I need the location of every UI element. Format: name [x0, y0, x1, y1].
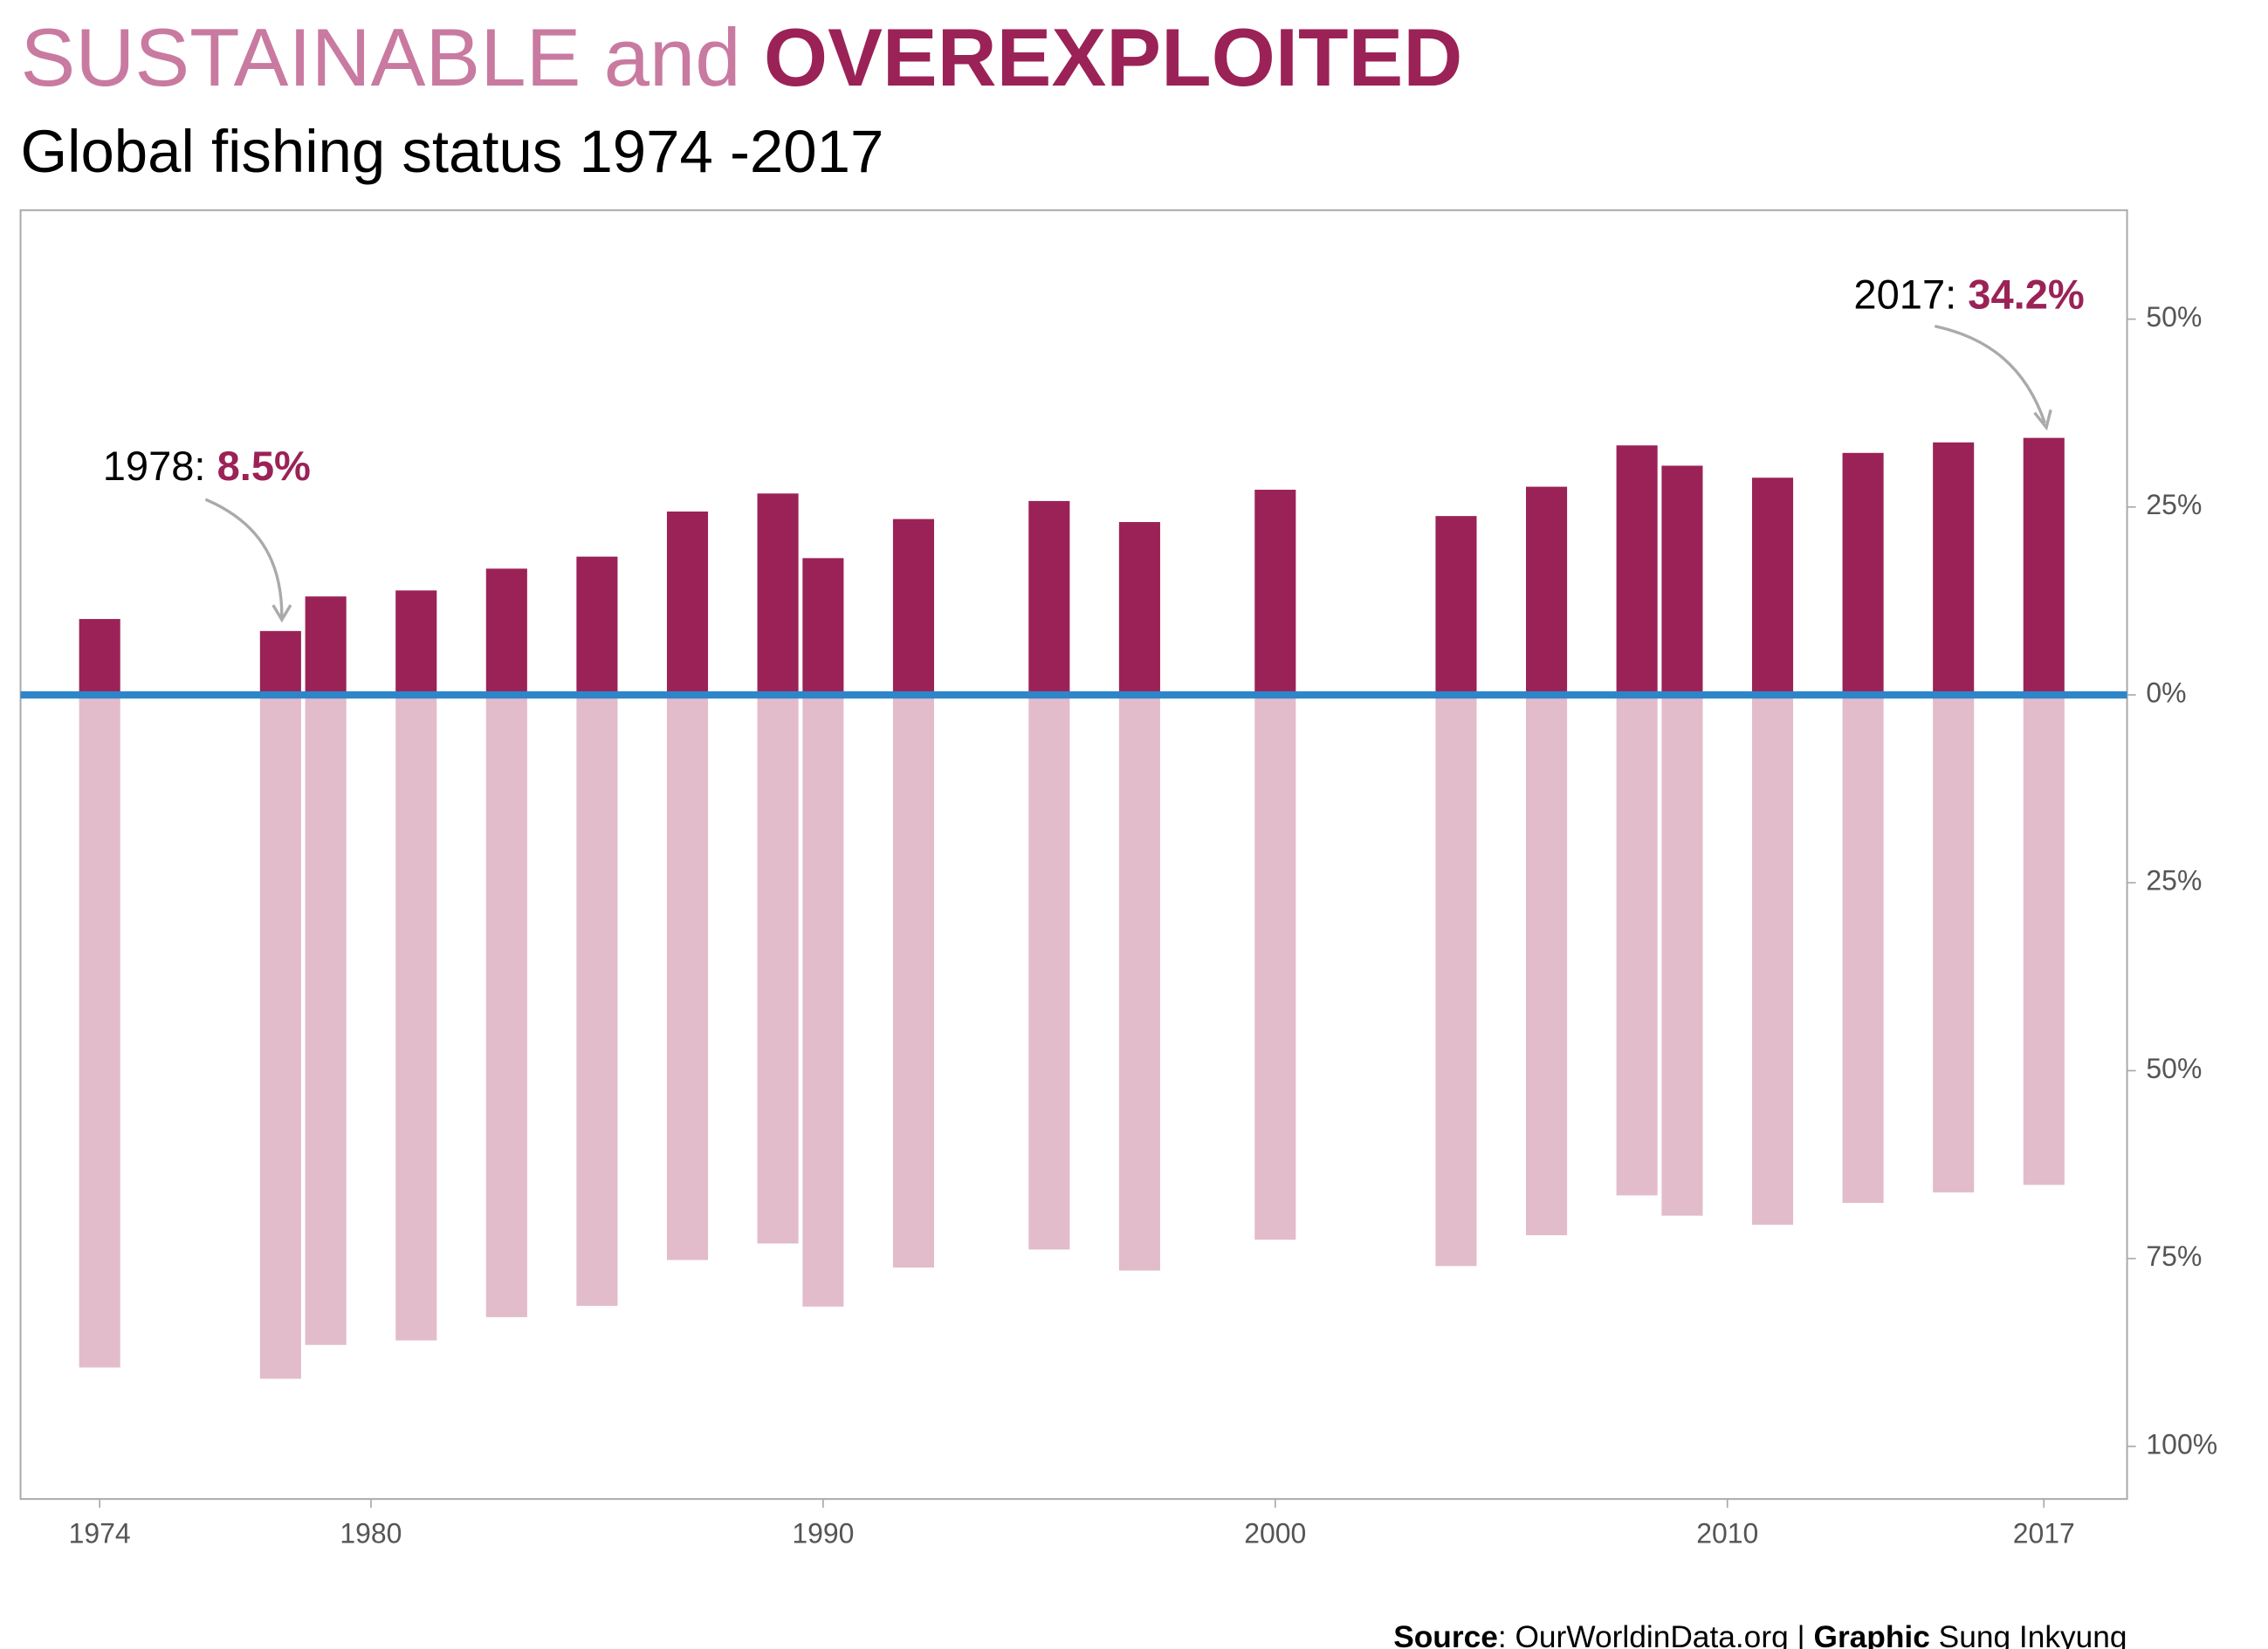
- bar-overexploited: [1118, 522, 1160, 696]
- bar-sustainable: [1933, 695, 1975, 1192]
- bar-sustainable: [485, 695, 527, 1317]
- bar-overexploited: [259, 630, 301, 696]
- annotation-arrow: [204, 498, 284, 617]
- annotation-value: 34.2%: [1968, 271, 2085, 317]
- bar-overexploited: [1661, 465, 1703, 696]
- bar-overexploited: [1842, 452, 1884, 696]
- bar-sustainable: [802, 695, 844, 1307]
- annotation-arrowhead: [2033, 409, 2052, 431]
- bar-sustainable: [1526, 695, 1568, 1236]
- bar-sustainable: [1435, 695, 1477, 1267]
- annotation-arrowhead: [271, 604, 292, 623]
- y-tick-label: 0%: [2146, 677, 2186, 708]
- x-tick-label: 1990: [792, 1518, 854, 1549]
- bar-overexploited: [1616, 445, 1658, 696]
- title-part: and: [604, 11, 741, 103]
- x-tick-label: 2000: [1244, 1518, 1306, 1549]
- annotation-year: 2017:: [1853, 271, 1956, 317]
- source-note: Source: OurWorldinData.org | Graphic Sun…: [1393, 1620, 2127, 1649]
- bar-overexploited: [576, 556, 618, 696]
- bar-overexploited: [892, 519, 934, 696]
- bar-overexploited: [395, 590, 437, 696]
- bar-sustainable: [757, 695, 799, 1244]
- x-tick-label: 1974: [69, 1518, 131, 1549]
- bar-overexploited: [802, 558, 844, 696]
- bar-sustainable: [305, 695, 347, 1345]
- bar-sustainable: [576, 695, 618, 1306]
- title-part: OVEREXPLOITED: [764, 11, 1462, 103]
- x-tick-label: 2017: [2013, 1518, 2075, 1549]
- bar-sustainable: [2023, 695, 2065, 1185]
- bar-overexploited: [1526, 486, 1568, 696]
- y-tick-label: 25%: [2146, 489, 2202, 520]
- bar-sustainable: [666, 695, 709, 1261]
- bar-overexploited: [666, 511, 709, 696]
- bar-overexploited: [757, 493, 799, 696]
- bar-sustainable: [1028, 695, 1070, 1250]
- y-tick-label: 50%: [2146, 1053, 2202, 1084]
- annotation-arrow: [1934, 324, 2046, 424]
- bar-sustainable: [1661, 695, 1703, 1216]
- annotation-value: 8.5%: [217, 443, 311, 489]
- bar-overexploited: [1435, 516, 1477, 696]
- bar-sustainable: [892, 695, 934, 1268]
- bar-overexploited: [485, 568, 527, 696]
- bar-sustainable: [1254, 695, 1296, 1240]
- y-tick-label: 25%: [2146, 865, 2202, 897]
- bar-overexploited: [1254, 490, 1296, 696]
- source-label: Source: [1393, 1620, 1498, 1649]
- annotation: 1978: 8.5%: [103, 443, 311, 489]
- bar-sustainable: [395, 695, 437, 1341]
- annotation-year: 1978:: [103, 443, 206, 489]
- bar-overexploited: [2023, 437, 2065, 696]
- bar-overexploited: [305, 596, 347, 696]
- marks: 50% 25% 0% 25% 50% 75% 100% 1974 1980 1990 2000 201…: [20, 301, 2217, 1549]
- source-text: : OurWorldinData.org |: [1498, 1620, 1814, 1649]
- title-part: SUSTAINABLE: [21, 11, 581, 103]
- bar-overexploited: [1028, 500, 1070, 696]
- bar-sustainable: [79, 695, 120, 1368]
- bar-overexploited: [1933, 442, 1975, 696]
- bar-sustainable: [1842, 695, 1884, 1203]
- y-tick-label: 50%: [2146, 301, 2202, 333]
- plot-frame: [19, 209, 2128, 1501]
- x-tick-label: 2010: [1696, 1518, 1758, 1549]
- bar-overexploited: [79, 619, 120, 696]
- chart-title: SUSTAINABLE and OVEREXPLOITED: [21, 11, 1463, 103]
- y-tick-label: 100%: [2146, 1428, 2217, 1460]
- bar-sustainable: [1751, 695, 1794, 1225]
- bar-sustainable: [259, 695, 301, 1379]
- bar-overexploited: [1751, 478, 1794, 696]
- bar-sustainable: [1616, 695, 1658, 1196]
- graphic-label: Graphic: [1813, 1620, 1929, 1649]
- subtitle: Global fishing status 1974 -2017: [21, 118, 884, 185]
- annotation: 2017: 34.2%: [1853, 271, 2084, 317]
- graphic-text: Sung Inkyung: [1930, 1620, 2127, 1649]
- x-tick-label: 1980: [340, 1518, 402, 1549]
- bar-sustainable: [1118, 695, 1160, 1271]
- y-tick-label: 75%: [2146, 1240, 2202, 1272]
